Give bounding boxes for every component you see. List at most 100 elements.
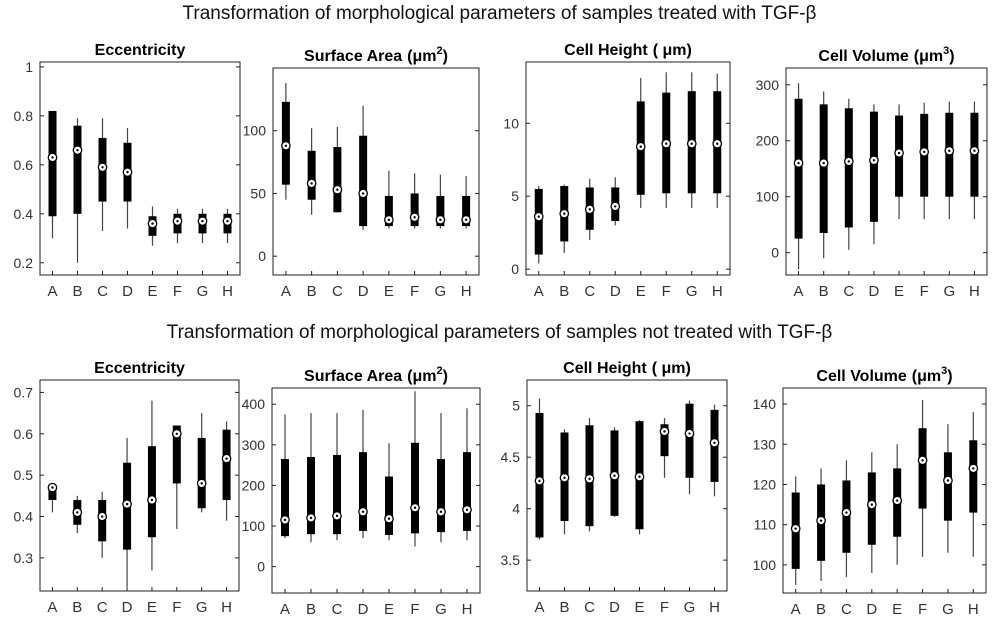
y-tick-label: 0.6 <box>14 157 34 173</box>
box-F <box>410 391 420 547</box>
x-tick-label: G <box>435 601 447 618</box>
plot-title-superscript: 2 <box>437 45 443 57</box>
interquartile-box <box>535 412 544 538</box>
median-dot <box>310 182 313 185</box>
median-dot <box>336 188 339 191</box>
median-dot <box>663 430 666 433</box>
plot-title-text: Cell Height <box>563 360 647 377</box>
median-dot <box>639 145 642 148</box>
box-B <box>72 118 83 263</box>
x-tick-label: D <box>610 283 621 300</box>
median-dot <box>538 479 541 483</box>
median-dot <box>922 150 926 154</box>
median-dot <box>972 467 975 470</box>
box-plot-panel: Eccentricity 0.3 0.4 0.5 0.6 0.7 A B C D E F G H <box>14 360 240 616</box>
median-dot <box>76 511 79 514</box>
interquartile-box <box>410 193 419 227</box>
median-dot <box>335 514 339 518</box>
x-tick-label: F <box>660 599 669 616</box>
interquartile-box <box>307 150 316 200</box>
x-tick-label: D <box>122 283 133 300</box>
median-dot <box>794 527 797 530</box>
box-A <box>533 186 544 264</box>
interquartile-box <box>918 428 927 509</box>
x-tick-label: G <box>196 599 208 616</box>
box-plot-panel: Cell Volume (μm3) 100 110 120 130 140 A B C D E F G H <box>753 365 987 618</box>
x-tick-label: H <box>222 283 233 300</box>
box-F <box>661 72 672 208</box>
median-dot <box>176 219 179 223</box>
box-G <box>943 424 953 553</box>
interquartile-box <box>281 459 289 537</box>
x-tick-label: G <box>943 283 955 300</box>
x-tick-label: B <box>306 601 316 618</box>
x-tick-label: C <box>97 283 108 300</box>
box-H <box>462 408 472 541</box>
median-dot <box>413 506 417 509</box>
plot-title-close: ) <box>947 368 952 385</box>
y-tick-label: 140 <box>753 396 777 412</box>
y-tick-label: 0 <box>258 248 266 264</box>
plot-title-unit: (μm <box>914 48 943 65</box>
y-tick-label: 120 <box>753 476 777 492</box>
median-dot <box>948 149 951 152</box>
y-tick-label: 110 <box>754 517 777 533</box>
y-tick-label: 200 <box>242 477 266 493</box>
median-dot <box>284 144 288 147</box>
median-dot <box>151 222 154 225</box>
plot-frame <box>782 387 987 594</box>
y-tick-label: 1 <box>25 59 33 75</box>
y-tick-label: 0 <box>511 261 519 277</box>
y-tick-label: 0.6 <box>14 426 34 442</box>
box-E <box>635 78 646 208</box>
median-dot <box>563 476 566 479</box>
box-B <box>72 495 83 534</box>
median-dot <box>713 441 716 444</box>
x-tick-label: B <box>559 283 569 300</box>
interquartile-box <box>411 442 419 534</box>
plot-title-unit: (μm <box>407 48 436 65</box>
median-dot <box>361 510 365 514</box>
interquartile-box <box>197 437 206 509</box>
x-tick-label: G <box>435 283 447 300</box>
bottom-row-title: Transformation of morphological paramete… <box>166 322 833 343</box>
y-tick-label: 4 <box>512 501 520 517</box>
plot-title: Cell Height ( μm) <box>563 360 691 377</box>
box-C <box>332 126 343 213</box>
x-tick-label: H <box>712 283 723 300</box>
box-H <box>968 412 979 557</box>
y-tick-label: 0.3 <box>14 550 34 566</box>
x-tick-label: F <box>410 601 419 618</box>
box-C <box>584 178 595 240</box>
y-tick-label: 0 <box>257 559 265 575</box>
plot-title-unit: (μm <box>912 368 941 385</box>
median-dot <box>872 159 876 162</box>
plot-title-superscript: 3 <box>941 365 947 377</box>
median-dot <box>200 482 203 485</box>
plot-title-text: Eccentricity <box>95 42 186 59</box>
x-tick-label: F <box>920 283 929 300</box>
interquartile-box <box>307 457 315 535</box>
median-dot <box>150 498 154 502</box>
x-tick-label: C <box>584 599 595 616</box>
plot-frame <box>272 67 480 276</box>
box-F <box>917 400 928 557</box>
median-dot <box>175 432 179 435</box>
x-tick-label: F <box>918 601 927 618</box>
x-tick-label: D <box>358 601 369 618</box>
median-dot <box>665 142 668 145</box>
interquartile-box <box>172 425 181 484</box>
y-tick-label: 0.8 <box>14 108 34 124</box>
median-dot <box>588 477 591 481</box>
median-dot <box>688 432 691 435</box>
median-dot <box>537 215 540 218</box>
y-tick-label: 300 <box>756 77 780 93</box>
y-tick-label: 0.4 <box>14 509 34 525</box>
x-tick-label: B <box>816 601 826 618</box>
box-plot-panel: Cell Height ( μm) 3.5 4 4.5 5 A B C D E F G H <box>501 360 728 616</box>
x-tick-label: H <box>969 283 980 300</box>
box-A <box>790 476 801 585</box>
y-tick-label: 5 <box>511 188 519 204</box>
median-dot <box>225 457 228 460</box>
